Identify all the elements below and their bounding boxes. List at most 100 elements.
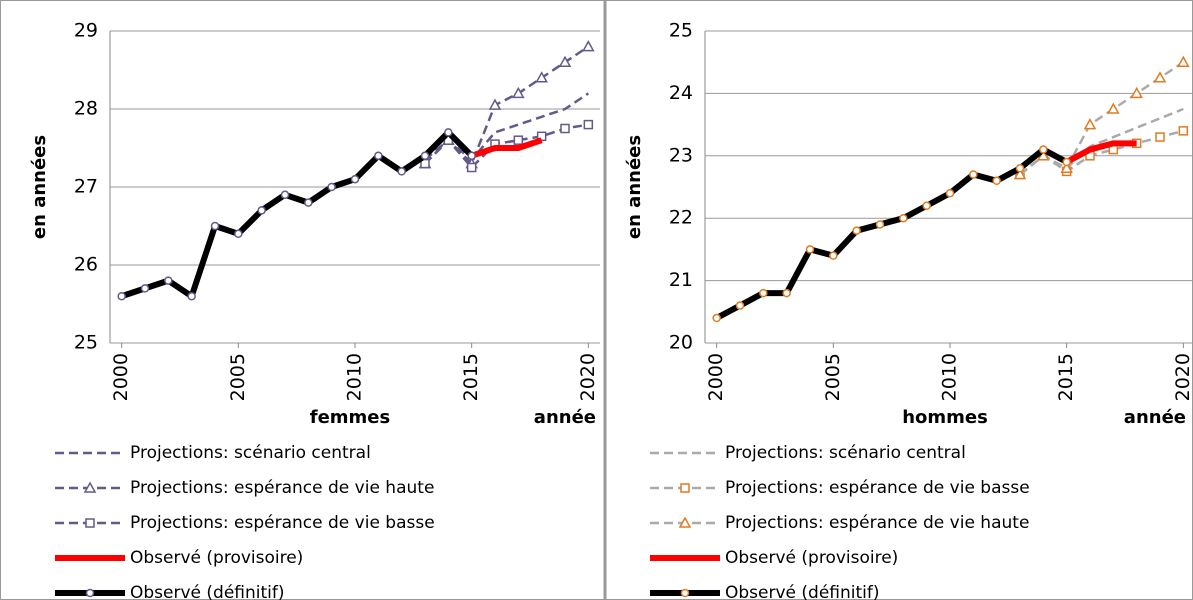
marker — [735, 301, 745, 310]
marker — [875, 220, 885, 229]
marker — [257, 206, 266, 215]
series-line — [120, 129, 474, 300]
marker — [1039, 145, 1048, 154]
y-tick-label: 25 — [669, 20, 693, 42]
legend-label: Projections: espérance de vie haute — [725, 513, 1029, 533]
subtitle: femmes — [310, 407, 390, 428]
marker — [280, 190, 290, 200]
marker — [420, 151, 430, 161]
legend-label: Observé (définitif) — [130, 583, 285, 600]
marker — [759, 288, 768, 298]
x-tick-label: 2005 — [227, 353, 249, 401]
legend-label: Observé (provisoire) — [130, 548, 303, 568]
marker — [140, 284, 150, 293]
marker — [397, 167, 406, 176]
legend-label: Projections: espérance de vie basse — [725, 478, 1030, 498]
x-tick-label: 2020 — [577, 353, 599, 401]
series-line — [1065, 140, 1137, 165]
marker — [1083, 118, 1097, 130]
marker — [969, 170, 978, 179]
y-tick-label: 28 — [74, 98, 98, 120]
marker — [1178, 126, 1189, 136]
y-tick-label: 21 — [669, 269, 693, 291]
marker — [560, 123, 570, 134]
legend-label: Observé (définitif) — [725, 583, 880, 600]
marker — [1062, 157, 1071, 167]
marker — [899, 213, 908, 223]
y-tick-label: 24 — [669, 82, 693, 104]
legend-marker — [678, 516, 692, 528]
x-tick-label: 2000 — [705, 353, 727, 401]
x-tick-label: 2015 — [460, 353, 482, 401]
legend-label: Projections: espérance de vie haute — [130, 478, 434, 498]
marker — [374, 151, 383, 161]
y-axis-title: en années — [624, 135, 645, 239]
legend-marker — [680, 588, 690, 598]
marker — [1155, 132, 1165, 142]
marker — [829, 251, 838, 260]
x-tick-label: 2015 — [1055, 353, 1077, 401]
legend-marker — [85, 518, 95, 528]
legend-marker — [680, 483, 690, 493]
marker — [210, 221, 220, 231]
series-line — [424, 45, 590, 165]
y-tick-label: 27 — [74, 176, 98, 198]
marker — [922, 201, 931, 210]
marker — [1107, 102, 1120, 114]
series-line — [715, 146, 1069, 321]
marker — [327, 182, 336, 192]
marker — [782, 288, 791, 298]
marker — [1015, 164, 1025, 173]
x-axis-title: année — [1124, 407, 1186, 428]
y-tick-label: 26 — [74, 254, 98, 276]
marker — [558, 55, 572, 67]
x-tick-label: 2000 — [110, 353, 132, 401]
marker — [535, 71, 548, 83]
marker — [117, 291, 126, 301]
marker — [1013, 167, 1027, 180]
legend-label: Observé (provisoire) — [725, 548, 898, 568]
marker — [488, 98, 502, 110]
legend-label: Projections: scénario central — [130, 443, 371, 463]
marker — [1177, 55, 1190, 67]
marker — [187, 291, 196, 301]
series-line — [470, 137, 543, 159]
y-tick-label: 25 — [74, 332, 98, 354]
marker — [712, 313, 721, 323]
marker — [512, 86, 525, 99]
marker — [945, 188, 955, 198]
marker — [467, 151, 476, 161]
marker — [350, 174, 360, 184]
legend-label: Projections: scénario central — [725, 443, 966, 463]
marker — [992, 176, 1001, 186]
y-tick-label: 20 — [669, 332, 693, 354]
marker — [234, 229, 243, 239]
marker — [1060, 161, 1073, 174]
marker — [582, 40, 595, 52]
marker — [304, 198, 313, 207]
y-tick-label: 23 — [669, 144, 693, 166]
marker — [852, 226, 861, 235]
x-tick-label: 2010 — [344, 353, 366, 401]
y-tick-label: 29 — [74, 20, 98, 42]
marker — [164, 276, 173, 285]
marker — [466, 162, 477, 173]
x-tick-label: 2020 — [1172, 353, 1193, 401]
x-tick-label: 2005 — [822, 353, 844, 401]
marker — [1153, 71, 1167, 83]
marker — [583, 119, 594, 130]
y-axis-title: en années — [29, 135, 50, 239]
subtitle: hommes — [902, 407, 988, 428]
marker — [805, 245, 815, 254]
marker — [1130, 86, 1143, 99]
y-tick-label: 22 — [669, 207, 693, 229]
x-tick-label: 2010 — [939, 353, 961, 401]
marker — [444, 128, 453, 137]
marker — [513, 135, 524, 145]
x-axis-title: année — [534, 407, 596, 428]
legend-label: Projections: espérance de vie basse — [130, 513, 435, 533]
legend-marker — [83, 481, 97, 493]
legend-marker — [85, 588, 95, 598]
